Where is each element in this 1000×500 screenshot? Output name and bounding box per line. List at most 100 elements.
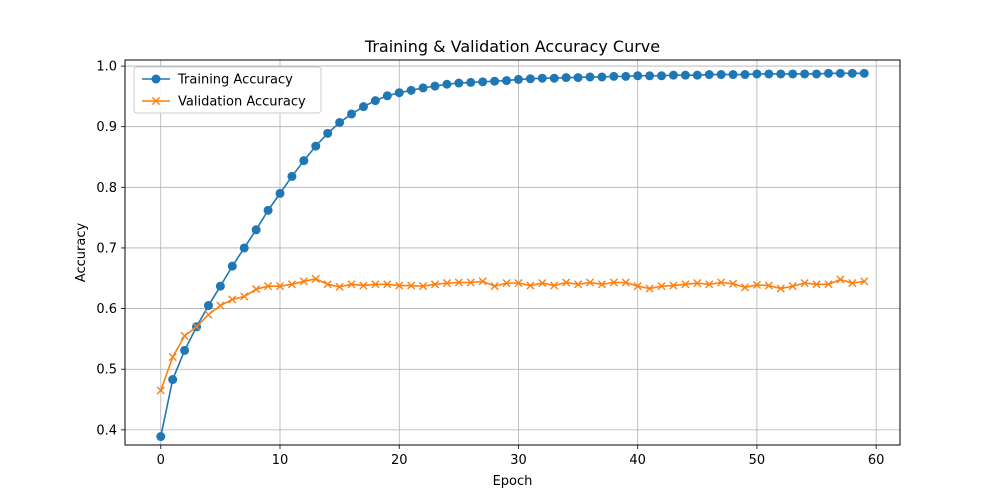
legend-entry-label: Training Accuracy: [177, 73, 293, 88]
marker-stroke: [371, 280, 380, 289]
data-point: [657, 282, 666, 291]
data-point: [776, 284, 785, 293]
marker-stroke: [311, 274, 320, 283]
data-point: [550, 281, 559, 290]
y-tick-label: 0.5: [96, 363, 117, 378]
data-point: [561, 73, 571, 83]
marker-stroke: [776, 284, 785, 293]
data-point: [812, 69, 822, 79]
data-point: [681, 280, 690, 289]
data-point: [668, 70, 678, 80]
data-point: [728, 70, 738, 80]
data-point: [478, 277, 487, 286]
data-point: [585, 278, 595, 287]
marker-stroke: [669, 281, 678, 290]
data-point: [693, 279, 702, 288]
marker-stroke: [812, 280, 821, 289]
y-tick-label: 0.6: [96, 302, 117, 317]
data-point: [657, 71, 667, 81]
y-axis-label: Accuracy: [74, 223, 89, 283]
series-layer: [156, 68, 869, 442]
marker-stroke: [681, 280, 690, 289]
marker-stroke: [287, 280, 297, 289]
marker-stroke: [657, 282, 666, 291]
marker-stroke: [430, 280, 440, 289]
ticks: 0 10 20 30 40 50 60 0.4 0.5 0.6 0.7 0.8 0.9 1.0: [96, 60, 884, 468]
data-point: [645, 284, 654, 293]
data-point: [311, 141, 321, 151]
data-point: [466, 278, 475, 287]
data-point: [597, 280, 607, 289]
marker-stroke: [609, 278, 618, 287]
chart-title: Training & Validation Accuracy Curve: [364, 37, 660, 56]
data-point: [585, 72, 595, 82]
marker-stroke: [359, 281, 368, 290]
marker-stroke: [442, 279, 452, 288]
marker-stroke: [454, 278, 463, 287]
data-point: [848, 279, 857, 288]
data-point: [740, 283, 750, 292]
x-tick-label: 0: [157, 453, 165, 468]
marker-stroke: [788, 282, 797, 291]
data-point: [275, 282, 285, 291]
data-point: [383, 280, 392, 289]
data-point: [823, 68, 833, 78]
marker-stroke: [824, 280, 833, 289]
marker-stroke: [180, 331, 189, 340]
data-point: [633, 282, 642, 291]
data-point: [859, 68, 869, 78]
data-point: [359, 281, 368, 290]
data-point: [728, 279, 738, 288]
data-point: [776, 69, 786, 79]
data-point: [692, 70, 702, 80]
data-point: [216, 301, 225, 310]
data-point: [502, 279, 511, 288]
data-point: [860, 277, 869, 286]
data-point: [263, 282, 273, 291]
data-point: [382, 91, 392, 101]
marker-stroke: [633, 282, 642, 291]
data-point: [562, 278, 571, 287]
data-point: [597, 72, 607, 82]
data-point: [215, 281, 225, 291]
data-point: [514, 279, 523, 288]
y-tick-label: 1.0: [96, 60, 117, 75]
data-point: [287, 280, 297, 289]
x-tick-label: 40: [629, 453, 646, 468]
data-point: [407, 281, 416, 290]
data-point: [263, 205, 273, 215]
y-tick-label: 0.4: [96, 423, 117, 438]
marker-stroke: [573, 280, 583, 289]
data-point: [573, 73, 583, 83]
data-point: [418, 83, 428, 93]
marker-stroke: [752, 280, 762, 290]
data-point: [370, 96, 380, 106]
data-point: [454, 78, 464, 88]
data-point: [490, 76, 500, 86]
data-point: [752, 280, 762, 290]
data-point: [168, 375, 178, 385]
data-point: [764, 69, 774, 79]
data-point: [323, 280, 332, 289]
data-point: [609, 71, 619, 81]
marker-stroke: [407, 281, 416, 290]
data-point: [788, 282, 797, 291]
marker-stroke: [728, 279, 738, 288]
marker-stroke: [597, 280, 607, 289]
legend: Training Accuracy Validation Accuracy: [133, 66, 322, 114]
x-tick-label: 20: [391, 453, 408, 468]
data-point: [335, 282, 344, 291]
marker-stroke: [240, 292, 249, 301]
marker-stroke: [740, 283, 750, 292]
data-point: [358, 102, 368, 112]
data-point: [203, 301, 213, 311]
marker-stroke: [538, 279, 547, 288]
data-point: [418, 282, 428, 291]
marker-stroke: [252, 285, 261, 294]
data-point: [442, 279, 452, 288]
marker-stroke: [645, 284, 654, 293]
marker-stroke: [418, 282, 428, 291]
legend-entry-label: Validation Accuracy: [178, 95, 306, 110]
data-point: [717, 278, 726, 287]
